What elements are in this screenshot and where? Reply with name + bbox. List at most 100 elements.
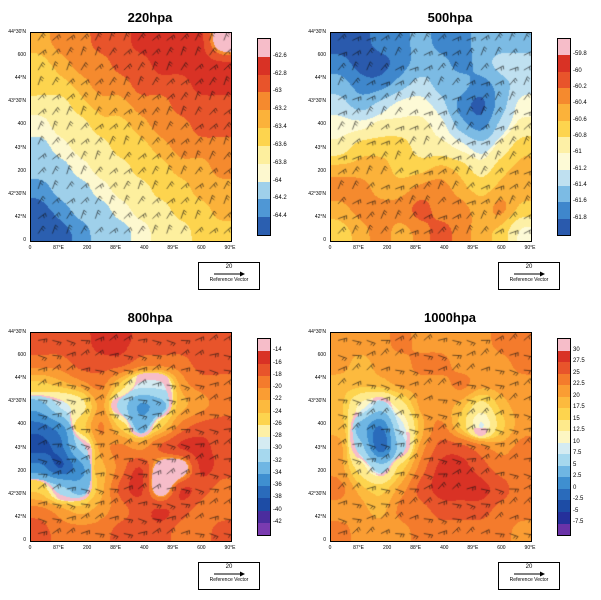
colorbar-cell: [258, 217, 270, 235]
x-tick-label: 90°E: [524, 545, 536, 551]
colorbar-cell: [558, 218, 570, 235]
contour-field-220hpa: [31, 33, 231, 241]
colorbar-cell: [558, 169, 570, 186]
colorbar-tick-label: -61: [573, 149, 582, 156]
colorbar-tick-label: -64: [273, 177, 282, 184]
x-tick-label: 200: [382, 545, 392, 551]
colorbar-cell: [558, 55, 570, 72]
x-tick-label: 87°E: [53, 545, 65, 551]
y-tick-label: 42°N: [14, 513, 26, 520]
x-tick-label: 89°E: [167, 245, 179, 251]
colorbar-cell: [258, 339, 270, 352]
panel-500hpa: 500hpa 44°30'N 600 44°N 43°30'N 400 43°N 200 42…: [300, 0, 600, 300]
colorbar-tick-label: -16: [273, 359, 282, 366]
y-tick-label: 600: [17, 52, 26, 59]
colorbar-cell: [258, 375, 270, 388]
x-axis-1000hpa: 0 87°E 200 88°E 400 89°E 600 90°E: [329, 544, 536, 554]
y-tick-label: 0: [323, 537, 326, 543]
colorbar-tick-label: -64.2: [273, 195, 287, 202]
colorbar-cell: [558, 419, 570, 432]
y-tick-label: 44°30'N: [308, 29, 326, 35]
colorbar-cell: [258, 510, 270, 523]
y-tick-label: 200: [317, 467, 326, 474]
x-axis-500hpa: 0 87°E 200 88°E 400 89°E 600 90°E: [329, 244, 536, 254]
plot-area-500hpa: [330, 32, 532, 242]
colorbar-tick-label: -62.8: [273, 70, 287, 77]
colorbar-tick-label: -63.4: [273, 124, 287, 131]
reference-vector-arrow-icon: [514, 571, 545, 577]
colorbar-cell: [258, 449, 270, 462]
colorbar-tick-label: 10: [573, 438, 580, 445]
y-tick-label: 42°30'N: [8, 490, 26, 497]
y-tick-label: 400: [17, 121, 26, 128]
x-tick-label: 0: [28, 245, 32, 251]
reference-vector-box-1000hpa: 20 Reference Vector: [498, 562, 560, 590]
y-tick-label: 43°N: [314, 444, 326, 451]
colorbar-cell: [258, 400, 270, 413]
panel-800hpa: 800hpa 44°30'N 600 44°N 43°30'N 400 43°N 200 42…: [0, 300, 300, 600]
colorbar-labels-500hpa: -59.8 -60 -60.2 -60.4 -60.6 -60.8 -61 -61.2 -61.…: [573, 38, 600, 234]
y-tick-label: 44°30'N: [8, 329, 26, 335]
contour-field-800hpa: [31, 333, 231, 541]
colorbar-tick-label: 20: [573, 392, 580, 399]
x-tick-label: 600: [497, 545, 506, 551]
plot-area-800hpa: [30, 332, 232, 542]
colorbar-cell: [258, 486, 270, 499]
colorbar-cell: [558, 153, 570, 170]
reference-vector-box-800hpa: 20 Reference Vector: [198, 562, 260, 590]
colorbar-tick-label: 5: [573, 461, 577, 468]
colorbar-cell: [258, 424, 270, 437]
colorbar-tick-label: -32: [273, 457, 282, 464]
colorbar-tick-label: -62.6: [273, 52, 287, 59]
colorbar-220hpa: [257, 38, 271, 236]
x-tick-label: 0: [28, 545, 32, 551]
x-tick-label: 89°E: [167, 545, 179, 551]
y-tick-label: 42°30'N: [308, 190, 326, 197]
colorbar-tick-label: -61.6: [573, 198, 587, 205]
colorbar-cell: [258, 39, 270, 57]
y-tick-label: 0: [23, 237, 26, 243]
y-tick-label: 400: [317, 421, 326, 428]
colorbar-cell: [258, 412, 270, 425]
colorbar-cell: [258, 522, 270, 535]
panel-220hpa: 220hpa 44°30'N 600 44°N 43°30'N 400 43°N 200 42…: [0, 0, 300, 300]
x-tick-label: 88°E: [410, 545, 422, 551]
y-axis-800hpa: 44°30'N 600 44°N 43°30'N 400 43°N 200 42°30'N 42…: [0, 329, 28, 543]
colorbar-500hpa: [557, 38, 571, 236]
colorbar-tick-label: 7.5: [573, 450, 582, 457]
colorbar-labels-220hpa: -62.6 -62.8 -63 -63.2 -63.4 -63.6 -63.8 -64 -64.…: [273, 38, 300, 234]
colorbar-cell: [558, 431, 570, 443]
y-tick-label: 44°30'N: [308, 329, 326, 335]
y-tick-label: 0: [23, 537, 26, 543]
x-tick-label: 88°E: [410, 245, 422, 251]
colorbar-labels-1000hpa: 30 27.5 25 22.5 20 17.5 15 12.5 10 7.5 5 2.5 0 -2.5 -5…: [573, 338, 600, 534]
y-tick-label: 42°N: [14, 213, 26, 220]
colorbar-tick-label: -60.2: [573, 84, 587, 90]
y-tick-label: 42°N: [314, 513, 326, 520]
colorbar-cell: [558, 339, 570, 351]
colorbar-tick-label: 15: [573, 415, 580, 422]
y-tick-label: 42°30'N: [308, 490, 326, 497]
colorbar-tick-label: -61.2: [573, 165, 587, 172]
colorbar-cell: [258, 437, 270, 450]
colorbar-cell: [258, 56, 270, 75]
colorbar-1000hpa: [557, 338, 571, 536]
colorbar-cell: [558, 396, 570, 409]
x-tick-label: 89°E: [467, 245, 479, 251]
y-axis-1000hpa: 44°30'N 600 44°N 43°30'N 400 43°N 200 42°30'N 42…: [300, 329, 328, 543]
colorbar-cell: [258, 473, 270, 486]
x-tick-label: 90°E: [224, 245, 236, 251]
colorbar-cell: [558, 39, 570, 56]
y-tick-label: 44°N: [314, 375, 326, 382]
colorbar-cell: [258, 163, 270, 182]
colorbar-tick-label: -60.4: [573, 100, 587, 107]
y-tick-label: 200: [317, 167, 326, 174]
x-tick-label: 400: [440, 545, 449, 551]
x-tick-label: 600: [197, 545, 206, 551]
colorbar-cell: [258, 351, 270, 364]
colorbar-cell: [558, 202, 570, 219]
x-tick-label: 90°E: [224, 545, 236, 551]
y-tick-label: 200: [17, 167, 26, 174]
y-tick-label: 43°30'N: [308, 398, 326, 405]
colorbar-tick-label: -30: [273, 445, 282, 452]
